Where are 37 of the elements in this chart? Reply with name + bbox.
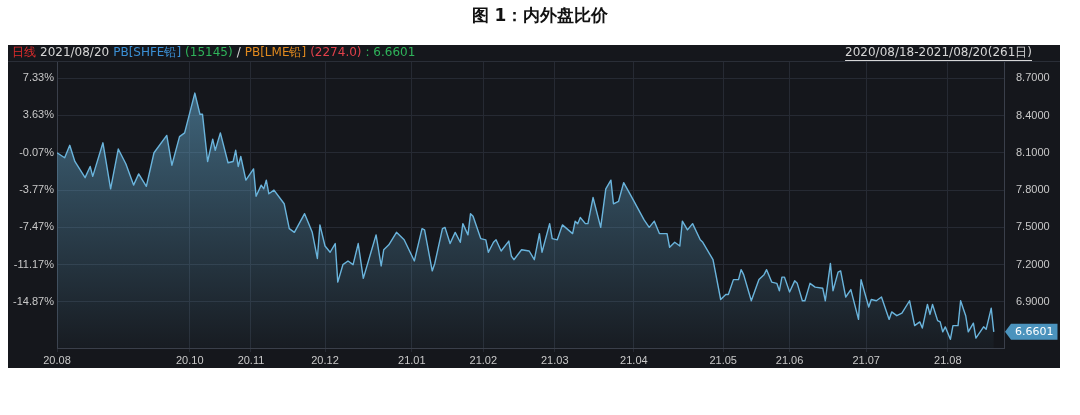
- x-tick-label: 20.10: [175, 353, 204, 366]
- text: : 6.6601: [365, 45, 416, 60]
- y-tick-label: -3.77%: [19, 183, 55, 196]
- text: 2020/08/18-2021/08/20(261日): [845, 45, 1032, 60]
- y-tick-label: -7.47%: [19, 220, 55, 233]
- y2-tick-label: 6.9000: [1016, 295, 1050, 308]
- text: PB[SHFE铅]: [113, 45, 182, 60]
- y2-tick-label: 7.8000: [1016, 183, 1050, 196]
- text: 日线: [12, 45, 36, 60]
- text: (15145): [185, 45, 233, 60]
- x-tick-label: 21.07: [852, 353, 880, 366]
- x-tick-label: 21.04: [620, 353, 648, 366]
- y-tick-label: -14.87%: [13, 295, 55, 308]
- x-tick-label: 21.02: [469, 353, 498, 366]
- x-tick-label: 21.01: [398, 353, 426, 366]
- text: PB[LME铅]: [244, 45, 307, 60]
- y-tick-label: 3.63%: [22, 108, 55, 121]
- x-tick-label: 21.03: [540, 353, 569, 366]
- x-tick-label: 20.12: [311, 353, 339, 366]
- x-tick-label: 21.06: [775, 353, 804, 366]
- text: (2274.0): [310, 45, 362, 60]
- y-tick-label: 7.33%: [22, 71, 55, 84]
- x-tick-label: 20.11: [237, 353, 265, 366]
- y-tick-label: -11.17%: [13, 257, 55, 270]
- x-tick-label: 21.08: [934, 353, 962, 366]
- y2-tick-label: 8.7000: [1016, 71, 1050, 84]
- y2-tick-label: 7.5000: [1016, 220, 1050, 233]
- y-tick-label: -0.07%: [19, 145, 55, 158]
- y2-tick-label: 8.4000: [1016, 108, 1050, 121]
- text: 6.6601: [1015, 324, 1054, 338]
- text: 2021/08/20: [40, 45, 110, 60]
- y2-tick-label: 8.1000: [1016, 145, 1050, 158]
- x-tick-label: 21.05: [709, 353, 737, 366]
- y2-tick-label: 7.2000: [1016, 257, 1050, 270]
- x-tick-label: 20.08: [43, 353, 71, 366]
- text: /: [236, 45, 242, 60]
- chart-title: 图 1：内外盘比价: [470, 4, 610, 27]
